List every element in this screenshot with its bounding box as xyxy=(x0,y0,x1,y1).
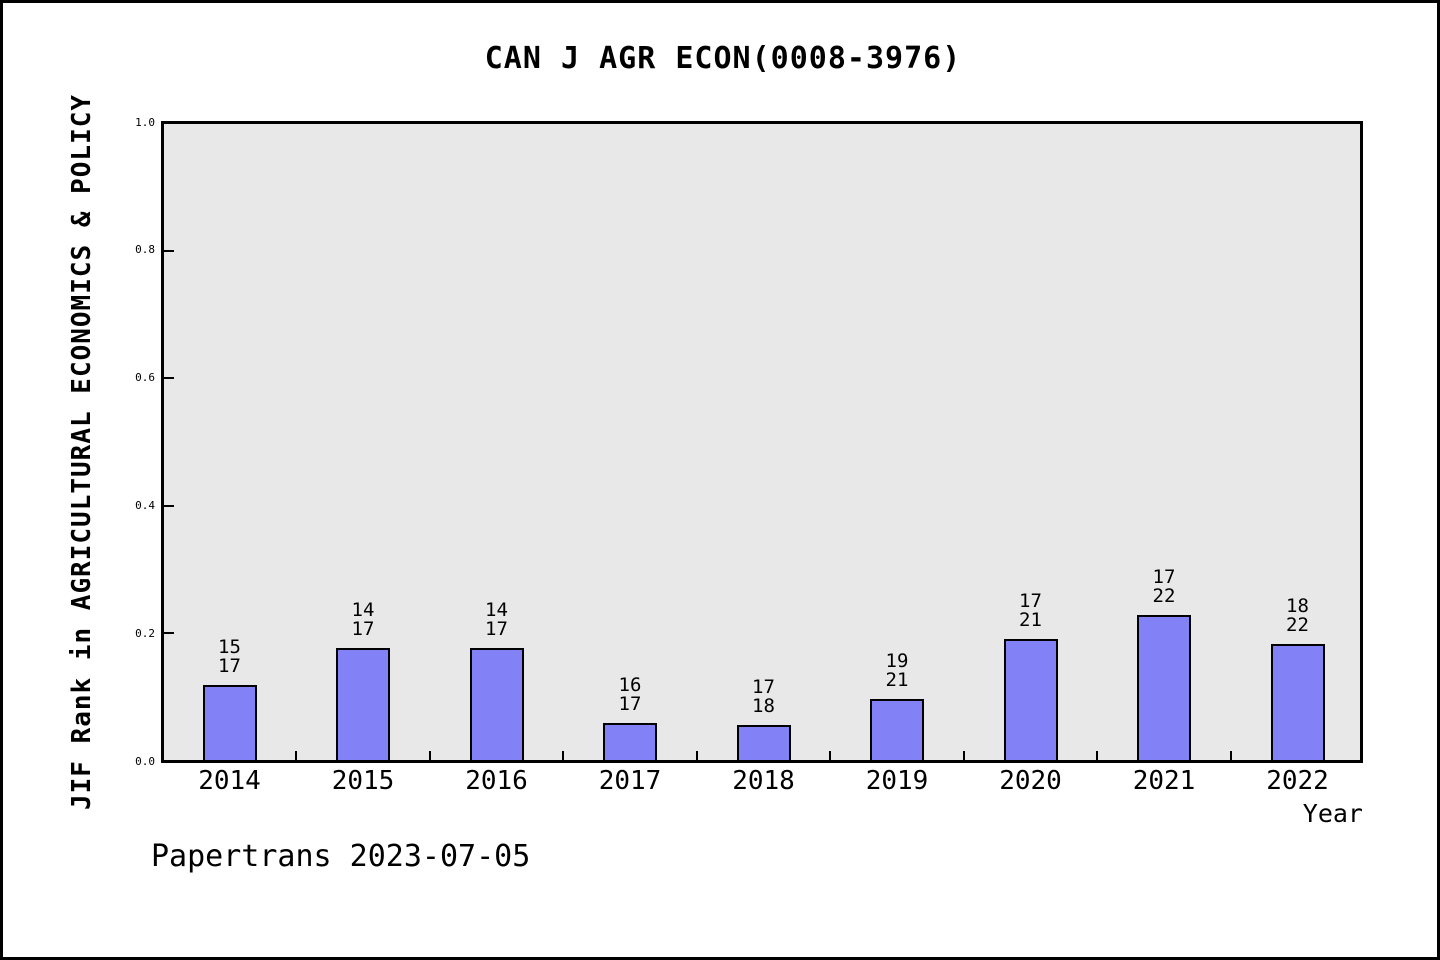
bar-label-total: 17 xyxy=(485,618,508,640)
x-minor-tick-mark xyxy=(695,751,698,760)
x-tick-label-2021: 2021 xyxy=(1132,766,1196,796)
bar-value-label-2019: 19 21 xyxy=(857,652,937,690)
x-minor-tick-mark xyxy=(1096,751,1099,760)
bar-2019 xyxy=(870,699,924,760)
bar-2015 xyxy=(336,648,390,760)
bar-value-label-2018: 17 18 xyxy=(724,678,804,716)
bar-label-rank: 17 xyxy=(1019,590,1042,612)
plot-area xyxy=(161,121,1363,763)
y-tick-mark xyxy=(164,377,174,380)
bar-2021 xyxy=(1137,615,1191,760)
x-tick-label-2015: 2015 xyxy=(331,766,395,796)
x-tick-label-2016: 2016 xyxy=(465,766,528,796)
bar-2016 xyxy=(469,648,524,760)
x-minor-tick-mark xyxy=(428,751,431,760)
chart-title: CAN J AGR ECON(0008-3976) xyxy=(484,41,962,76)
y-tick-label: 0.0 xyxy=(135,754,155,768)
y-tick-label: 1.0 xyxy=(135,115,155,129)
bar-label-total: 18 xyxy=(752,695,775,717)
bar-label-total: 17 xyxy=(218,655,241,677)
x-tick-label-2019: 2019 xyxy=(865,766,929,796)
bar-label-total: 17 xyxy=(351,618,375,640)
bar-label-total: 21 xyxy=(1019,609,1042,631)
y-axis-label: JIF Rank in AGRICULTURAL ECONOMICS & POL… xyxy=(67,93,97,811)
bar-label-rank: 17 xyxy=(752,676,775,698)
y-tick-label: 0.4 xyxy=(135,498,155,512)
bar-2020 xyxy=(1003,639,1058,760)
bar-value-label-2020: 17 21 xyxy=(991,592,1071,630)
bar-label-total: 17 xyxy=(618,693,642,715)
bar-value-label-2021: 17 22 xyxy=(1124,568,1204,606)
bar-label-rank: 14 xyxy=(485,599,508,621)
bar-2018 xyxy=(736,725,791,760)
bar-value-label-2017: 16 17 xyxy=(590,676,670,714)
bar-label-rank: 16 xyxy=(618,674,642,696)
bar-2022 xyxy=(1270,644,1325,760)
bar-label-total: 22 xyxy=(1286,614,1309,636)
bar-label-rank: 19 xyxy=(885,650,909,672)
bar-label-rank: 14 xyxy=(351,599,375,621)
bar-label-rank: 17 xyxy=(1152,566,1176,588)
y-tick-mark xyxy=(164,504,174,507)
y-tick-mark xyxy=(164,631,174,634)
x-minor-tick-mark xyxy=(562,751,565,760)
bar-label-rank: 18 xyxy=(1286,595,1309,617)
x-tick-label-2020: 2020 xyxy=(999,766,1062,796)
bar-label-rank: 15 xyxy=(218,636,241,658)
y-tick-label: 0.6 xyxy=(135,371,155,385)
x-tick-label-2014: 2014 xyxy=(198,766,261,796)
bar-value-label-2015: 14 17 xyxy=(323,601,403,639)
x-tick-label-2017: 2017 xyxy=(598,766,662,796)
y-tick-mark xyxy=(164,250,174,253)
bar-label-total: 22 xyxy=(1152,585,1176,607)
bar-value-label-2022: 18 22 xyxy=(1258,597,1338,635)
x-tick-label-2018: 2018 xyxy=(732,766,795,796)
bar-2017 xyxy=(603,723,657,760)
x-minor-tick-mark xyxy=(962,751,965,760)
y-tick-label: 0.2 xyxy=(135,626,155,640)
x-minor-tick-mark xyxy=(1229,751,1232,760)
x-minor-tick-mark xyxy=(295,751,298,760)
x-axis-label: Year xyxy=(1302,799,1363,828)
bar-2014 xyxy=(202,685,257,760)
y-tick-label: 0.8 xyxy=(135,243,155,257)
bar-value-label-2016: 14 17 xyxy=(457,601,537,639)
bar-label-total: 21 xyxy=(885,669,909,691)
x-minor-tick-mark xyxy=(829,751,832,760)
x-tick-label-2022: 2022 xyxy=(1266,766,1329,796)
bar-value-label-2014: 15 17 xyxy=(190,638,270,676)
footer-text: Papertrans 2023-07-05 xyxy=(151,839,531,874)
